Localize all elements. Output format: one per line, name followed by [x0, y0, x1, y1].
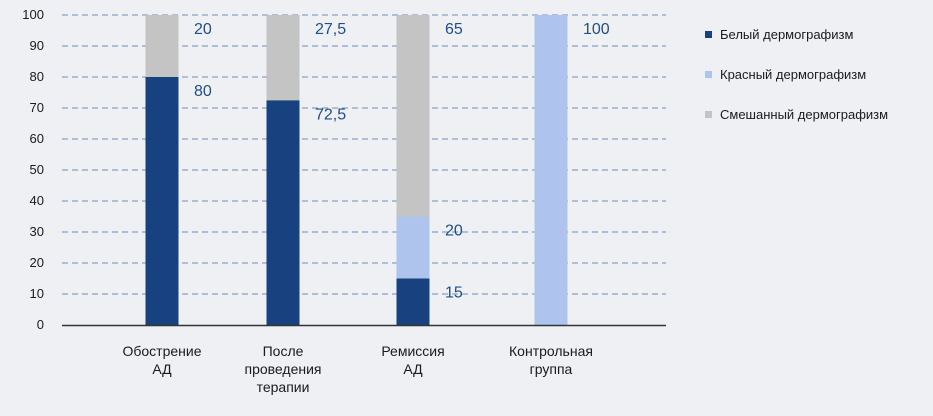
bar-segment — [396, 15, 430, 217]
y-tick-label: 100 — [22, 7, 44, 22]
y-tick-label: 20 — [30, 255, 44, 270]
data-label: 20 — [445, 223, 463, 240]
legend-swatch — [705, 71, 712, 78]
data-label: 72,5 — [315, 106, 346, 123]
y-tick-label: 70 — [30, 100, 44, 115]
bar-segment — [396, 216, 430, 279]
data-label: 20 — [194, 21, 212, 38]
y-tick-label: 10 — [30, 286, 44, 301]
data-label: 80 — [194, 83, 212, 100]
y-tick-label: 50 — [30, 162, 44, 177]
y-tick-label: 90 — [30, 38, 44, 53]
y-tick-label: 60 — [30, 131, 44, 146]
legend-swatch — [705, 111, 712, 118]
bar-segment — [266, 100, 300, 325]
data-label: 27,5 — [315, 21, 346, 38]
legend-swatch — [705, 31, 712, 38]
data-label: 15 — [445, 285, 463, 302]
bar-segment — [534, 15, 568, 325]
bar-segment — [396, 278, 430, 325]
data-label: 65 — [445, 21, 463, 38]
category-label: АД — [152, 361, 172, 377]
y-tick-label: 40 — [30, 193, 44, 208]
category-label: После — [263, 343, 304, 359]
y-tick-label: 80 — [30, 69, 44, 84]
y-tick-label: 30 — [30, 224, 44, 239]
category-label: группа — [530, 361, 573, 377]
category-label: Ремиссия — [381, 343, 444, 359]
category-label: терапии — [257, 379, 310, 395]
legend-label: Смешанный дермографизм — [720, 107, 888, 122]
legend-label: Белый дермографизм — [720, 27, 853, 42]
category-label: Обострение — [122, 343, 201, 359]
bar-segment — [145, 15, 179, 77]
category-label: проведения — [245, 361, 322, 377]
category-label: АД — [403, 361, 423, 377]
y-tick-label: 0 — [37, 317, 44, 332]
bar-segment — [266, 15, 300, 101]
data-label: 100 — [583, 21, 610, 38]
bar-segment — [145, 77, 179, 325]
category-label: Контрольная — [509, 343, 593, 359]
legend-label: Красный дермографизм — [720, 67, 866, 82]
